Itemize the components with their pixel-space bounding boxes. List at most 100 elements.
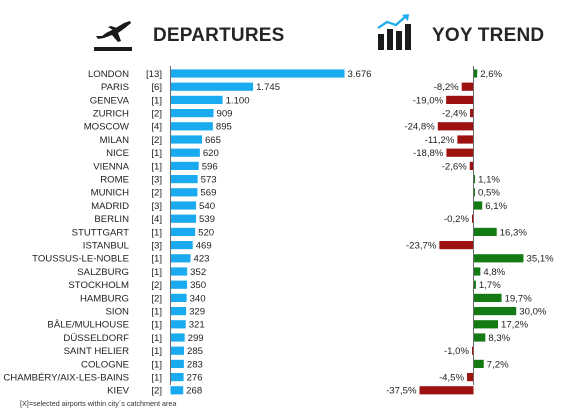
- airport-count-label: [3]: [151, 175, 162, 186]
- table-row: [1] DÜSSELDORF 299 8,3%: [63, 333, 510, 344]
- bar-chart-trend-icon: [377, 14, 411, 50]
- trend-value-label: -1,0%: [444, 346, 470, 357]
- departures-value-label: 268: [186, 386, 202, 397]
- table-row: [1] SALZBURG 352 4,8%: [77, 267, 505, 278]
- table-row: [3] ISTANBUL 469 -23,7%: [83, 241, 474, 252]
- departures-bar: [170, 227, 196, 236]
- departures-value-label: 1.745: [256, 82, 280, 93]
- trend-bar: [473, 227, 497, 236]
- airport-count-label: [2]: [151, 280, 162, 291]
- table-row: [1] TOUSSUS-LE-NOBLE 423 35,1%: [32, 254, 554, 265]
- city-label: GENEVA: [90, 95, 130, 106]
- departures-value-label: 469: [196, 241, 212, 252]
- airport-count-label: [4]: [151, 122, 162, 133]
- trend-value-label: 4,8%: [483, 267, 505, 278]
- city-label: DÜSSELDORF: [63, 333, 129, 344]
- departures-bar: [170, 214, 197, 223]
- departures-value-label: 321: [189, 320, 205, 331]
- table-row: [4] BERLIN 539 -0,2%: [94, 214, 474, 225]
- departures-bar: [170, 109, 214, 118]
- table-row: [1] SION 329 30,0%: [106, 307, 547, 318]
- table-row: [3] ROME 573 1,1%: [100, 175, 500, 186]
- table-row: [2] MUNICH 569 0,5%: [91, 188, 501, 199]
- airport-count-label: [2]: [151, 293, 162, 304]
- airport-count-label: [1]: [151, 95, 162, 106]
- trend-value-label: 16,3%: [500, 227, 528, 238]
- trend-bar: [473, 320, 499, 329]
- trend-bar: [473, 359, 484, 368]
- airport-count-label: [3]: [151, 201, 162, 212]
- departures-value-label: 895: [216, 122, 232, 133]
- trend-value-label: -2,6%: [442, 161, 468, 172]
- city-label: KIEV: [107, 386, 129, 397]
- table-row: [1] VIENNA 596 -2,6%: [93, 161, 474, 172]
- airport-count-label: [1]: [151, 373, 162, 384]
- table-row: [1] CHAMBÉRY/AIX-LES-BAINS 276 -4,5%: [3, 373, 474, 384]
- table-row: [1] SAINT HELIER 285 -1,0%: [64, 346, 474, 357]
- departures-value-label: 352: [190, 267, 206, 278]
- departures-value-label: 340: [190, 293, 206, 304]
- airplane-takeoff-icon: [94, 21, 132, 51]
- city-label: SION: [106, 307, 130, 318]
- footnote: [X]=selected airports within city´s catc…: [20, 399, 176, 408]
- table-row: [2] ZURICH 909 -2,4%: [93, 109, 474, 120]
- airport-count-label: [13]: [146, 69, 162, 80]
- trend-bar: [473, 254, 524, 263]
- airport-count-label: [1]: [151, 346, 162, 357]
- departures-value-label: 283: [187, 359, 203, 370]
- departures-bar: [170, 161, 199, 170]
- city-label: CHAMBÉRY/AIX-LES-BAINS: [3, 373, 129, 384]
- airport-count-label: [2]: [151, 188, 162, 199]
- trend-bar: [467, 373, 474, 382]
- city-label: HAMBURG: [80, 293, 129, 304]
- city-label: VIENNA: [93, 161, 129, 172]
- city-label: PARIS: [101, 82, 129, 93]
- city-label: TOUSSUS-LE-NOBLE: [32, 254, 129, 265]
- table-row: [2] KIEV 268 -37,5%: [107, 386, 474, 397]
- trend-bar: [473, 280, 476, 289]
- trend-bar: [473, 201, 483, 210]
- trend-value-label: -0,2%: [444, 214, 470, 225]
- city-label: BÂLE/MULHOUSE: [47, 320, 129, 331]
- table-row: [1] COLOGNE 283 7,2%: [81, 359, 509, 370]
- trend-value-label: 1,7%: [479, 280, 501, 291]
- trend-value-label: -11,2%: [425, 135, 455, 146]
- departures-bar: [170, 293, 187, 302]
- trend-bar: [472, 214, 474, 223]
- departures-bar: [170, 254, 191, 263]
- trend-bar: [437, 122, 474, 131]
- trend-value-label: -24,8%: [404, 122, 435, 133]
- departures-value-label: 665: [205, 135, 221, 146]
- table-row: [1] GENEVA 1.100 -19,0%: [90, 95, 474, 106]
- departures-bar: [170, 267, 188, 276]
- table-row: [2] MILAN 665 -11,2%: [100, 135, 474, 146]
- trend-bar: [473, 293, 502, 302]
- departures-bar: [170, 201, 197, 210]
- departures-value-label: 423: [194, 254, 210, 265]
- table-row: [1] NICE 620 -18,8%: [106, 148, 474, 159]
- trend-heading: YOY TREND: [432, 25, 544, 46]
- city-label: MILAN: [100, 135, 129, 146]
- trend-value-label: -19,0%: [413, 95, 444, 106]
- departures-value-label: 540: [199, 201, 215, 212]
- trend-bar: [473, 333, 486, 342]
- departures-value-label: 596: [202, 161, 218, 172]
- trend-value-label: 7,2%: [487, 359, 509, 370]
- departures-heading: DEPARTURES: [153, 25, 285, 46]
- airport-count-label: [1]: [151, 320, 162, 331]
- departures-bar: [170, 135, 202, 144]
- departures-bar: [170, 346, 184, 355]
- city-label: SALZBURG: [77, 267, 129, 278]
- trend-bar: [439, 241, 474, 250]
- city-label: STOCKHOLM: [68, 280, 129, 291]
- table-row: [4] MOSCOW 895 -24,8%: [84, 122, 474, 133]
- departures-bar: [170, 122, 213, 131]
- departures-value-label: 350: [190, 280, 206, 291]
- departures-bar: [170, 148, 200, 157]
- city-label: COLOGNE: [81, 359, 129, 370]
- departures-bar: [170, 95, 223, 104]
- trend-bar: [446, 148, 474, 157]
- trend-value-label: -18,8%: [413, 148, 444, 159]
- city-label: LONDON: [88, 69, 129, 80]
